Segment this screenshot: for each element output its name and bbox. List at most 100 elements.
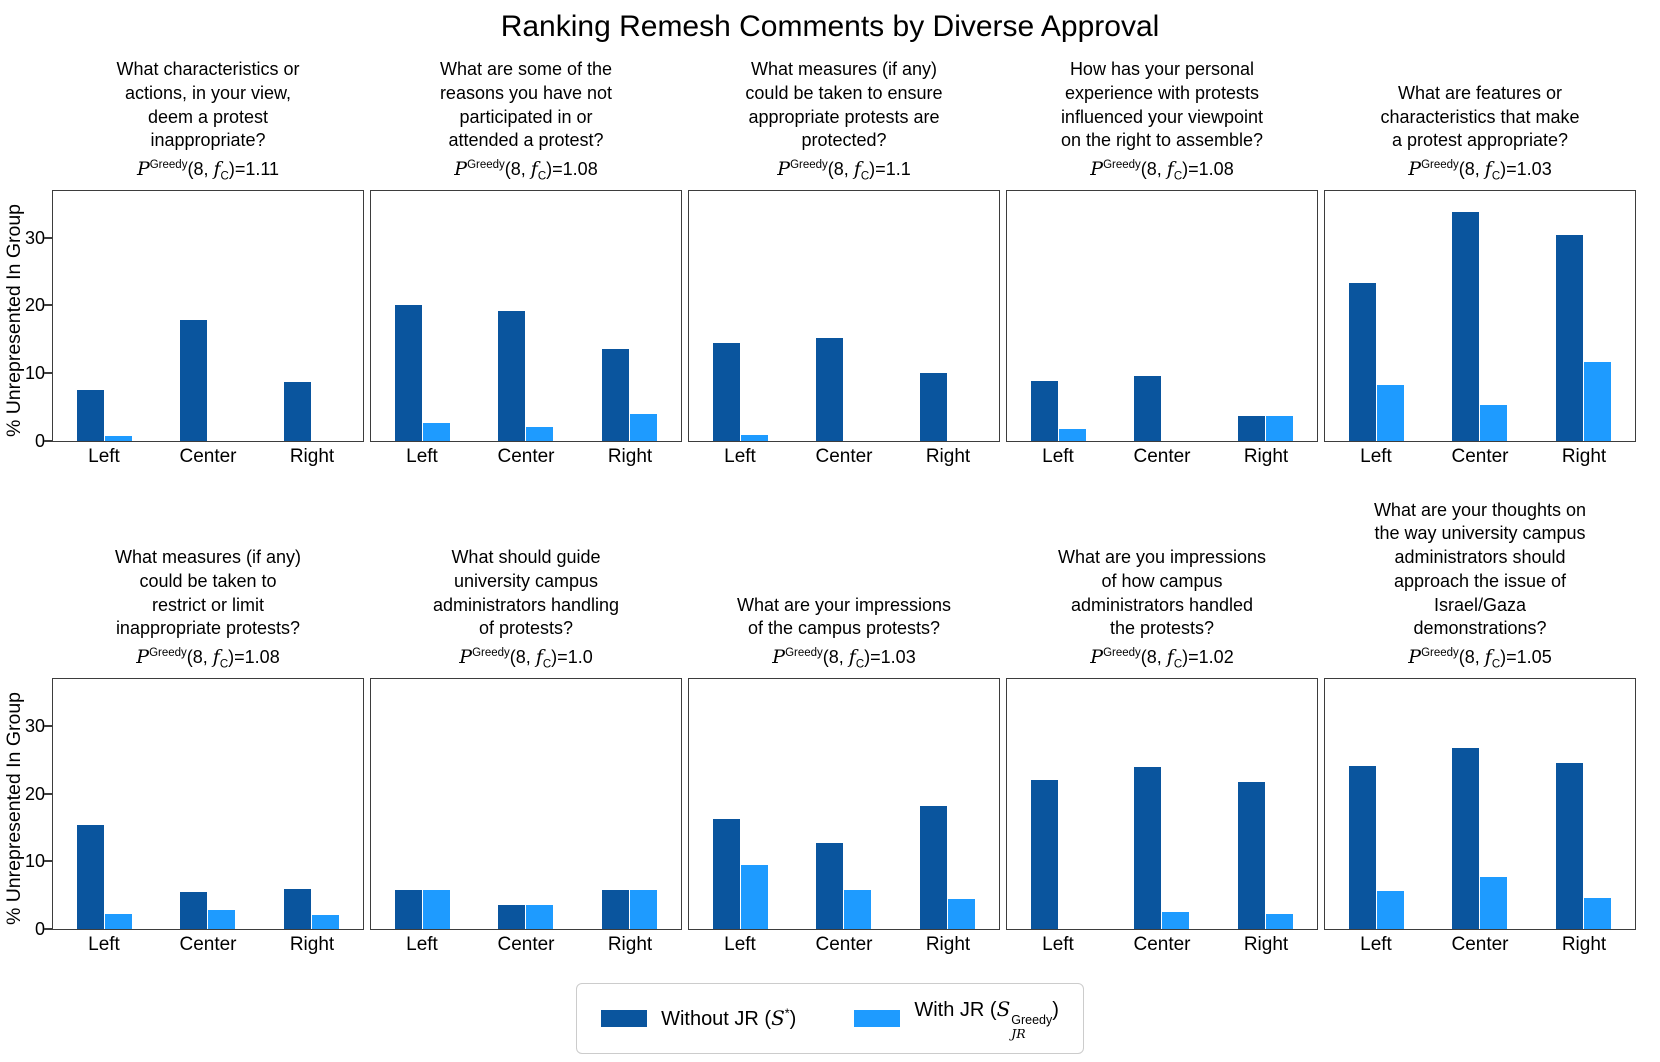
bar-without-jr [283,888,311,929]
y-tick-mark [44,860,53,863]
axes-wrap: Left Center Right [688,189,1000,473]
p-value: 1.08 [562,159,598,179]
y-tick-mark [44,304,53,307]
bar-without-jr [713,342,741,441]
bar-with-jr [1377,385,1405,441]
subplot-question-title: What are your impressions of the campus … [736,594,952,639]
p-value: 1.05 [1516,647,1552,668]
x-tick-label: Right [925,933,971,955]
y-tick-mark [44,372,53,375]
subplot-p-metric: PGreedy(8, fC)=1.03 [772,646,916,671]
subplot-p-metric: PGreedy(8, fC)=1.03 [1408,158,1552,183]
subplot-question-title: What characteristics or actions, in your… [116,59,300,151]
p-symbol: P [454,158,468,180]
x-axis-tick-labels: Left Center Right [370,442,682,473]
f-symbol: f [853,158,861,180]
bar-with-jr [629,889,657,929]
p-symbol: P [772,646,786,669]
y-tick-label: 20 [24,783,45,804]
legend-label-with-jr: With JR (S Greedy JR) [914,996,1059,1041]
f-symbol: f [535,646,543,669]
bar-group-right [260,191,363,441]
plot-area [1006,189,1318,442]
legend-item-without-jr: Without JR (S*) [601,1006,796,1031]
bar-without-jr [1555,763,1583,929]
bar-with-jr [1480,877,1508,929]
x-tick-label: Center [1451,933,1509,955]
bar-without-jr [1031,780,1059,929]
x-tick-label: Right [607,933,653,955]
p-value: 1.02 [1198,647,1234,668]
x-tick-label: Right [289,445,335,467]
x-tick-label: Left [1360,933,1392,955]
x-tick-label: Center [1451,445,1509,467]
bar-group-center [156,679,259,929]
subplot-p-metric: PGreedy(8, fC)=1.08 [136,646,280,671]
subplot-question-title: What are you impressions of how campus a… [1057,547,1267,639]
y-tick-label: 10 [24,363,45,384]
x-tick-label: Left [1042,445,1074,467]
bar-group-center [474,679,577,929]
p-symbol: P [459,646,473,669]
p-value: 1.08 [244,647,280,668]
bar-group-right [578,679,681,929]
x-tick-label: Right [925,445,971,467]
subplot-p-metric: PGreedy(8, fC)=1.08 [454,158,598,183]
axes-wrap: Left Center Right [370,677,682,961]
subplot-p-metric: PGreedy(8, fC)=1.02 [1090,646,1234,671]
bar-group-right [896,679,999,929]
x-tick-label: Left [88,933,120,955]
subplot-question-title: What are your thoughts on the way univer… [1373,499,1587,639]
bar-group-left [53,679,156,929]
bar-group-center [474,191,577,441]
x-tick-label: Center [497,445,555,467]
y-tick-mark [44,236,53,239]
legend-swatch-without-jr [601,1009,648,1027]
p-symbol: P [777,158,791,180]
axes-wrap: Left Center Right [1324,189,1636,473]
x-tick-label: Center [815,445,873,467]
x-tick-label: Right [289,933,335,955]
bar-without-jr [395,305,423,441]
x-tick-label: Center [179,445,237,467]
x-tick-label: Right [607,445,653,467]
x-tick-label: Right [1243,445,1289,467]
subplot-question-title: What measures (if any) could be taken to… [114,547,302,639]
x-tick-label: Left [1360,445,1392,467]
bar-group-left [1325,191,1428,441]
f-symbol: f [1484,158,1492,180]
bar-with-jr [947,898,975,929]
subplot: What should guide university campus admi… [370,546,682,961]
bar-without-jr [713,819,741,929]
bar-without-jr [1134,376,1162,441]
subplot-p-metric: PGreedy(8, fC)=1.0 [459,646,593,671]
bar-group-left [1007,679,1110,929]
legend-swatch-with-jr [854,1009,901,1027]
bar-without-jr [1452,748,1480,929]
bar-with-jr [526,905,554,929]
x-axis-tick-labels: Left Center Right [370,930,682,961]
y-tick-label: 10 [24,851,45,872]
x-axis-tick-labels: Left Center Right [1006,442,1318,473]
x-axis-tick-labels: Left Center Right [1324,930,1636,961]
legend-item-with-jr: With JR (S Greedy JR) [854,997,1059,1040]
plot-area [688,189,1000,442]
subplot-question-title: What are some of the reasons you have no… [439,59,613,151]
x-axis-tick-labels: Left Center Right [52,442,364,473]
y-tick-mark [44,927,53,930]
p-value: 1.0 [567,647,593,668]
bar-without-jr [180,892,208,929]
bar-group-center [1428,191,1531,441]
f-symbol: f [1166,158,1174,180]
x-tick-label: Center [815,933,873,955]
subplot: What are some of the reasons you have no… [370,58,682,473]
bar-without-jr [919,373,947,441]
plot-area [1006,677,1318,930]
p-symbol: P [136,646,150,669]
x-tick-label: Left [724,445,756,467]
subplot: What measures (if any) could be taken to… [25,546,364,961]
bar-group-right [1214,191,1317,441]
bar-group-left [53,191,156,441]
subplot-p-metric: PGreedy(8, fC)=1.11 [136,158,280,183]
